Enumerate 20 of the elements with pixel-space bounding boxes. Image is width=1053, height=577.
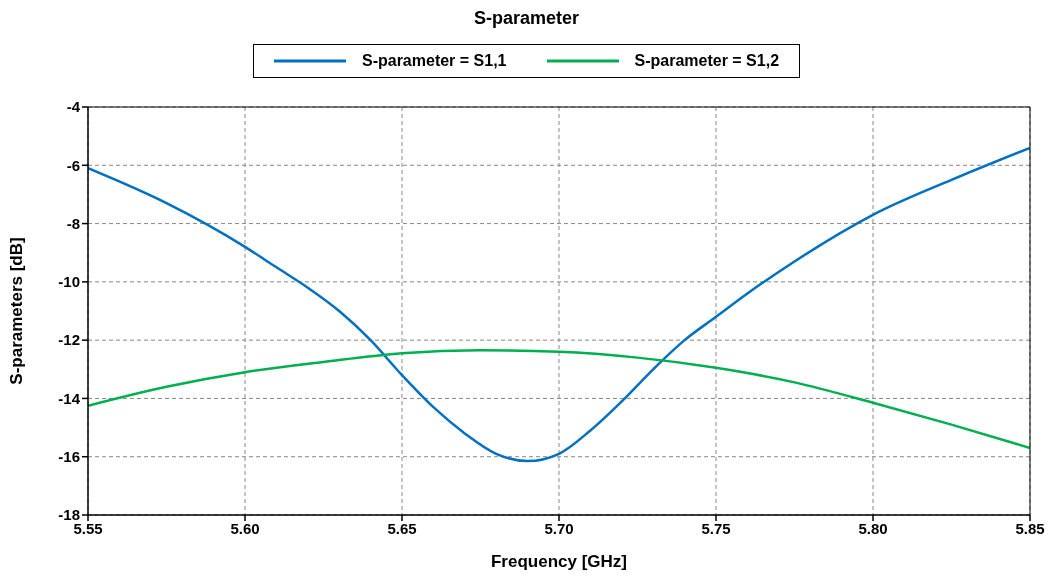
y-tick-label: -8 <box>66 214 80 232</box>
y-tick-label: -6 <box>66 156 80 174</box>
x-tick-label: 5.80 <box>858 519 888 537</box>
x-tick-label: 5.60 <box>230 519 260 537</box>
x-tick-label: 5.85 <box>1015 519 1045 537</box>
y-tick-label: -4 <box>66 98 81 116</box>
y-axis-title: S-parameters [dB] <box>7 237 27 385</box>
y-tick-label: -16 <box>58 448 80 466</box>
x-tick-label: 5.70 <box>544 519 574 537</box>
line-series <box>88 146 1030 463</box>
x-tick-label: 5.75 <box>701 519 731 537</box>
chart-title: S-parameter <box>472 7 580 30</box>
legend-label: S-parameter = S1,2 <box>634 52 780 70</box>
line-series <box>88 349 1030 450</box>
y-tick-label: -12 <box>58 331 80 349</box>
x-tick-label: 5.65 <box>387 519 417 537</box>
y-tick-label: -10 <box>58 273 80 291</box>
x-axis-title: Frequency [GHz] <box>490 552 628 571</box>
legend-label: S-parameter = S1,1 <box>361 52 507 70</box>
y-tick-label: -14 <box>58 389 81 407</box>
